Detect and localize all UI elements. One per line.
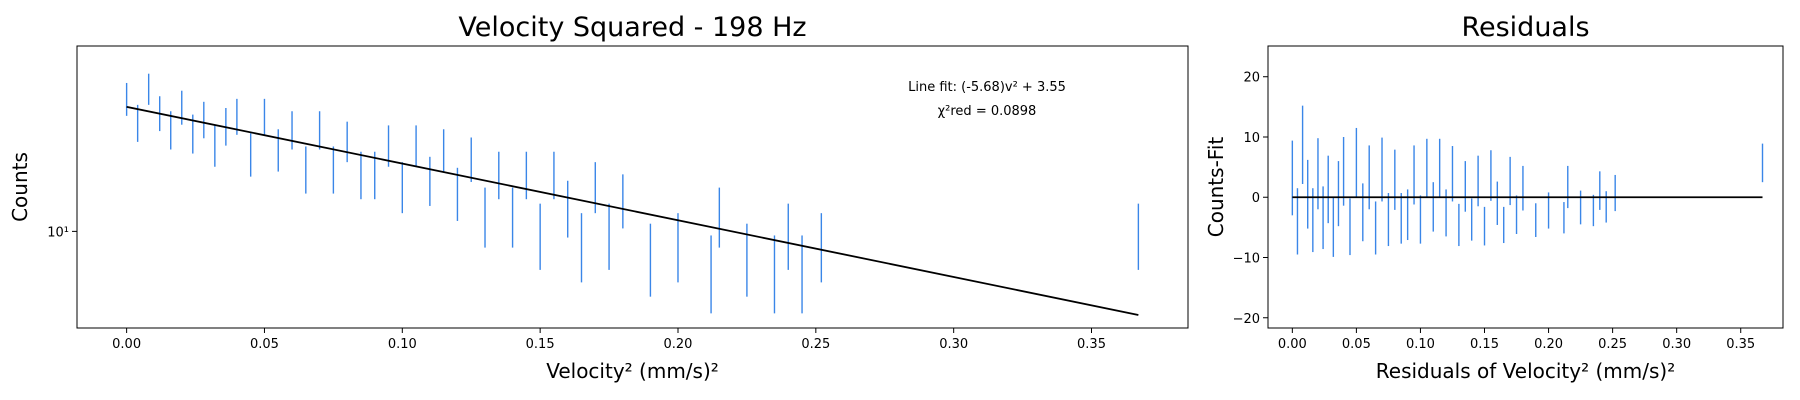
- y-tick-label: 10¹: [47, 225, 69, 240]
- x-tick-label: 0.10: [1406, 337, 1435, 352]
- x-tick-label: 0.30: [1662, 337, 1691, 352]
- x-axis-label: Velocity² (mm/s)²: [546, 359, 719, 383]
- x-tick-label: 0.20: [1534, 337, 1563, 352]
- y-tick-label: 20: [1243, 71, 1260, 86]
- x-tick-label: 0.20: [664, 337, 693, 352]
- x-axis-label: Residuals of Velocity² (mm/s)²: [1376, 359, 1675, 383]
- x-tick-label: 0.05: [250, 337, 279, 352]
- panel: 0.00 0.05 0.10 0.15 0.20 0.25 0.30 0.35 10¹ Veloc…: [8, 12, 1189, 383]
- fit-line: [126, 105, 1139, 316]
- x-tick-label: 0.35: [1726, 337, 1755, 352]
- axes-frame: [76, 45, 1189, 329]
- annotation: χ²red = 0.0898: [938, 104, 1037, 119]
- chart-title: Velocity Squared - 198 Hz: [458, 12, 806, 43]
- chart-title: Residuals: [1461, 12, 1589, 43]
- x-tick-label: 0.05: [1342, 337, 1371, 352]
- axes-frame: [1267, 45, 1784, 329]
- x-tick-label: 0.35: [1077, 337, 1106, 352]
- annotation: Line fit: (-5.68)v² + 3.55: [908, 80, 1066, 95]
- x-tick-label: 0.00: [1278, 337, 1307, 352]
- y-tick-label: −10: [1233, 252, 1260, 267]
- y-tick-label: −20: [1233, 312, 1260, 327]
- x-tick-label: 0.25: [1598, 337, 1627, 352]
- x-tick-label: 0.00: [112, 337, 141, 352]
- y-tick-label: 10: [1243, 131, 1260, 146]
- x-tick-label: 0.10: [388, 337, 417, 352]
- x-tick-label: 0.15: [526, 337, 555, 352]
- y-axis-label: Counts: [8, 152, 32, 222]
- x-tick-label: 0.25: [801, 337, 830, 352]
- x-tick-label: 0.30: [939, 337, 968, 352]
- panel: 0.00 0.05 0.10 0.15 0.20 0.25 0.30 0.35 −20 −10 0 1…: [1204, 12, 1784, 383]
- y-axis-label: Counts-Fit: [1204, 137, 1228, 238]
- y-tick-label: 0: [1252, 191, 1260, 206]
- x-tick-label: 0.15: [1470, 337, 1499, 352]
